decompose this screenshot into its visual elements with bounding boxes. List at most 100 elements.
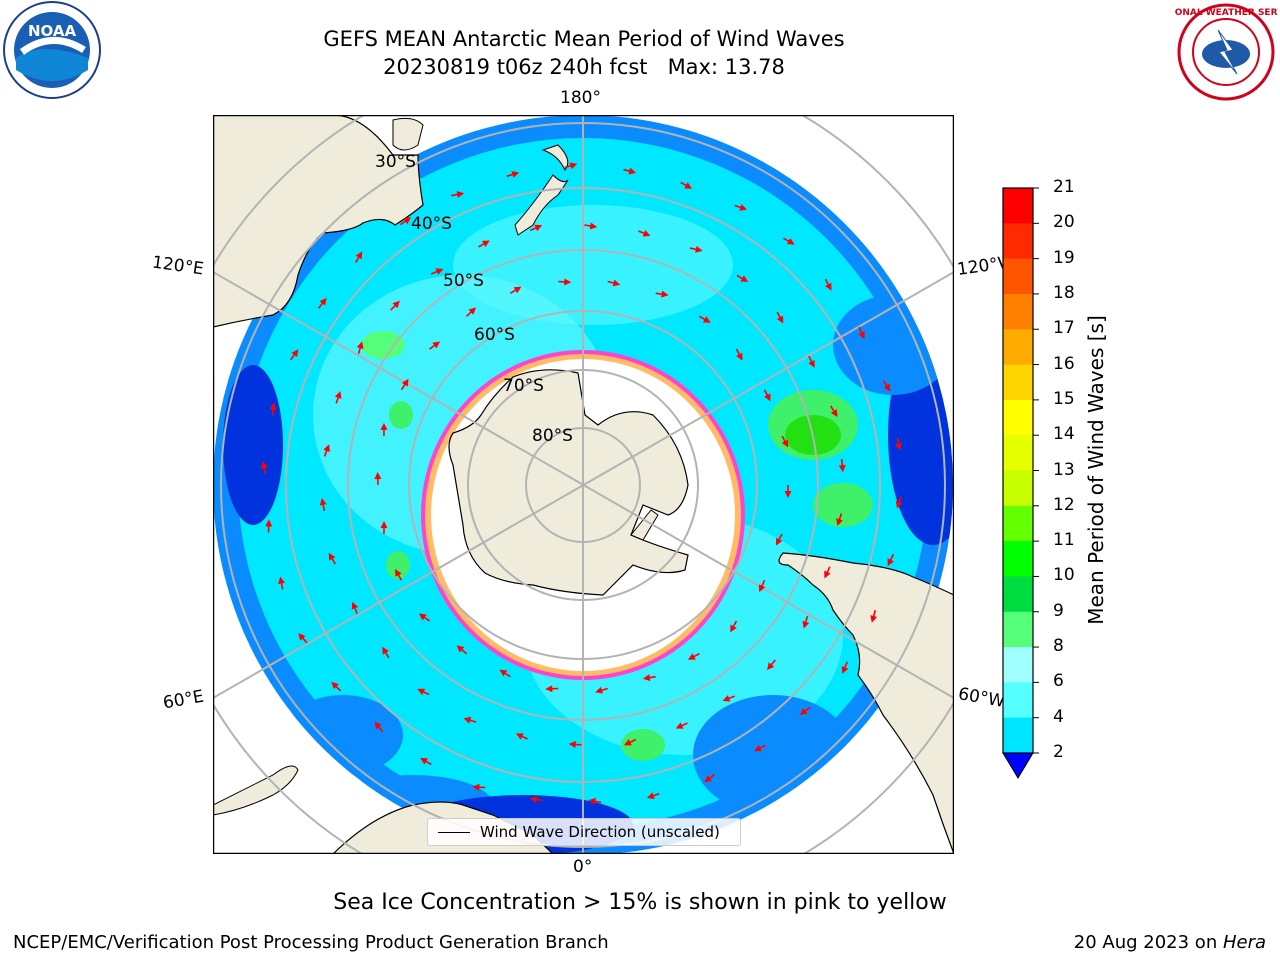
wave-arrow-head [695,245,703,253]
wave-arrow-head [456,191,465,198]
wave-arrow-head [870,615,878,623]
wave-arrow-head [374,721,382,730]
legend-line-swatch [438,831,470,833]
wave-arrow-head [395,568,402,577]
lat-label-80s: 80°S [532,426,573,446]
colorbar-tick-label: 21 [1053,177,1075,197]
noaa-logo: NOAA [3,1,101,99]
colorbar-cell [1003,258,1033,295]
wave-arrow-head [781,439,789,448]
colorbar-extend-triangle [1002,752,1034,779]
wave-arrow-head [766,662,775,670]
lat-label-40s: 40°S [411,214,452,234]
wave-arrow-head [432,341,441,349]
colorbar-tick-label: 2 [1053,742,1064,762]
wave-arrow-head [515,733,524,740]
wave-arrow-head [401,378,409,387]
wave-arrow-head [775,537,783,546]
nws-logo: NATIONAL WEATHER SERVICE [1175,3,1278,101]
lat-label-50s: 50°S [443,271,484,291]
colorbar-cell [1003,329,1033,366]
madagascar [213,765,299,816]
footer-branch: NCEP/EMC/Verification Post Processing Pr… [13,932,609,953]
wave-arrow-head [351,601,359,610]
colorbar-cell [1003,435,1033,471]
lat-label-70s: 70°S [503,376,544,396]
lon-label-180: 180° [560,88,601,108]
wave-arrow-head [380,422,388,430]
wave-arrow-head [319,297,327,306]
lon-label-60e: 60°E [161,686,206,714]
colorbar-tick-label: 14 [1053,424,1075,445]
wave-arrow-head [730,624,737,633]
wave-arrow-head [702,316,711,323]
wave-arrow-head [568,740,576,748]
wave-arrow-head [642,229,651,237]
wave-arrow-head [569,162,578,170]
wave-arrow-head [456,645,465,653]
nws-wordmark: NATIONAL WEATHER SERVICE [1175,8,1278,18]
footer-date: 20 Aug 2023 on Hera [1074,932,1266,953]
wave-arrow-head [355,251,363,260]
colorbar-tick-label: 6 [1053,671,1064,692]
wave-arrow-head [420,757,428,765]
lat-label-60s: 60°S [474,325,515,345]
colorbar-cell [1003,576,1033,613]
wave-arrow-head [260,460,268,469]
wave-arrow-head [511,171,520,178]
wave-arrow-head [675,722,684,729]
colorbar-tick-label: 8 [1053,636,1064,657]
colorbar-tick-label: 16 [1053,353,1075,374]
map-title: GEFS MEAN Antarctic Mean Period of Wind … [323,27,845,51]
wave-arrow-head [374,472,382,480]
colorbar-tick-label: 19 [1053,247,1075,268]
wave-arrow-head [418,613,427,621]
wave-arrow-head [646,792,655,799]
colorbar [1002,187,1039,779]
colorbar-cell [1003,188,1033,224]
wave-arrow-head [776,315,784,324]
wave-arrow-head [799,707,808,715]
wave-arrow-head [291,349,299,358]
wave-arrow-head [758,584,766,593]
wave-arrow-head [468,307,477,315]
colorbar-cell [1003,293,1033,330]
south-america [778,552,954,854]
wave-arrow-head [417,688,426,696]
colorbar-tick-label: 18 [1053,282,1075,303]
graticule [213,115,954,854]
colorbar-cell [1003,223,1033,260]
wave-arrow-head [784,491,792,498]
australia [213,115,424,328]
wave-arrow-head [331,681,339,690]
wave-arrow-head [739,204,748,211]
wave-arrow-head [534,224,543,232]
wave-arrow-head [589,222,598,230]
wave-arrow-head [887,558,894,567]
wave-arrow-head [661,290,669,298]
colorbar-tick-label: 15 [1053,388,1075,409]
wave-arrow-head [838,464,846,473]
sea-ice-note: Sea Ice Concentration > 15% is shown in … [333,890,947,915]
wave-arrow-head [472,783,480,791]
colorbar-cell [1003,505,1033,542]
map-subtitle: 20230819 t06z 240h fcst Max: 13.78 [383,55,785,79]
wave-arrow-head [628,167,637,175]
colorbar-tick-label: 4 [1053,706,1064,727]
colorbar-tick-label: 13 [1053,459,1075,480]
colorbar-tick-label: 11 [1053,530,1075,551]
colorbar-cell [1003,717,1033,754]
wave-arrow-head [841,666,849,674]
colorbar-cell [1003,364,1033,401]
wave-arrow-head [356,341,364,350]
colorbar-tick-label: 20 [1053,212,1075,233]
wave-arrow-head [764,393,771,402]
wave-arrow-head [824,570,831,579]
wave-arrow-head [435,268,444,275]
wave-arrow-head [513,286,522,294]
wave-arrow-head [722,695,731,702]
wave-arrow-head [786,238,795,245]
wave-arrow-head [499,669,508,677]
wave-arrow-head [529,796,538,803]
wave-arrow-head [642,674,651,682]
